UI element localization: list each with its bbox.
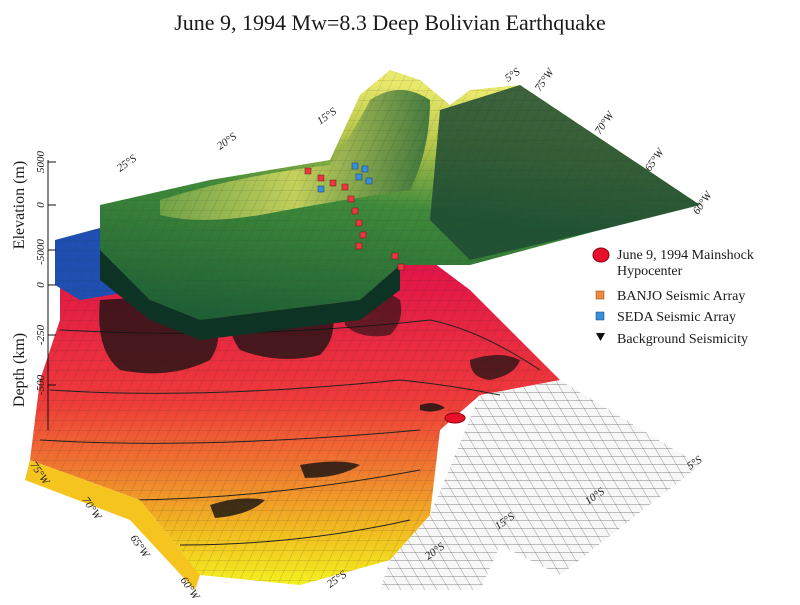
legend-mainshock-label: June 9, 1994 Mainshock <box>617 248 754 263</box>
elevation-tick-5000: 5000 <box>35 151 47 174</box>
legend-mainshock-symbol <box>592 247 610 263</box>
elevation-axis-label: Elevation (m) <box>11 161 28 249</box>
figure-title: June 9, 1994 Mw=8.3 Deep Bolivian Earthq… <box>174 10 606 35</box>
elevation-tick-minus-5000: -5000 <box>35 239 47 265</box>
top-lon-tick-65w: 65°W <box>643 146 667 174</box>
vertical-axis <box>47 160 56 430</box>
seda-array-stations <box>317 162 373 193</box>
depth-tick-0: 0 <box>35 282 47 288</box>
mainshock-hypocenter-marker <box>444 412 466 424</box>
top-lon-tick-70w: 70°W <box>593 109 617 137</box>
depth-tick-minus-500: -500 <box>35 374 47 395</box>
legend-background-symbol <box>596 333 605 341</box>
top-lat-tick-5s: 5°S <box>503 66 523 85</box>
legend-item-mainshock: June 9, 1994 Mainshock Hypocenter <box>592 247 754 279</box>
legend: June 9, 1994 Mainshock Hypocenter BANJO … <box>592 247 754 347</box>
elevation-tick-0: 0 <box>35 202 47 208</box>
depth-tick-minus-250: -250 <box>35 324 47 345</box>
legend-background-label: Background Seismicity <box>617 332 748 347</box>
legend-item-background: Background Seismicity <box>596 332 748 347</box>
banjo-array-stations <box>304 167 405 271</box>
top-lat-tick-20s: 20°S <box>215 130 239 152</box>
legend-item-seda: SEDA Seismic Array <box>595 310 736 325</box>
legend-item-banjo: BANJO Seismic Array <box>595 289 745 304</box>
legend-banjo-label: BANJO Seismic Array <box>617 289 745 304</box>
legend-mainshock-label-line2: Hypocenter <box>617 264 683 279</box>
top-lat-tick-25s: 25°S <box>115 152 139 174</box>
legend-seda-label: SEDA Seismic Array <box>617 310 736 325</box>
depth-axis-label: Depth (km) <box>11 333 28 407</box>
topography-surface <box>55 70 700 340</box>
top-lat-tick-15s: 15°S <box>315 105 339 127</box>
top-lon-tick-75w: 75°W <box>533 66 557 94</box>
legend-seda-symbol <box>595 311 605 321</box>
legend-banjo-symbol <box>595 290 605 300</box>
